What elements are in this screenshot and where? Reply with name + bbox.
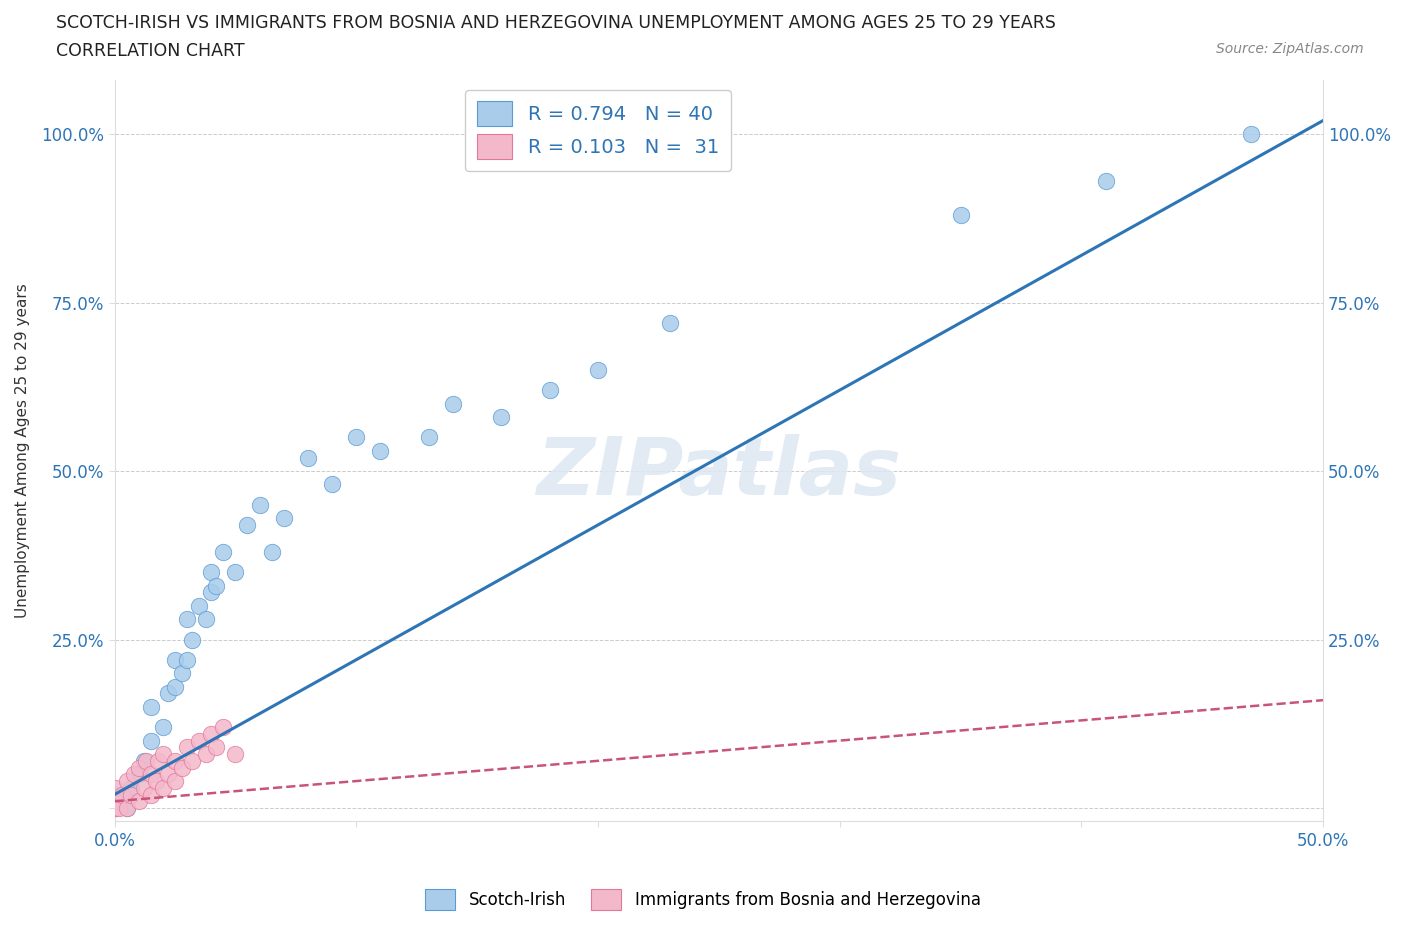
Point xyxy=(172,666,194,681)
Point xyxy=(200,585,222,600)
Point xyxy=(111,787,134,802)
Point xyxy=(128,760,150,775)
Point xyxy=(120,780,142,795)
Point xyxy=(163,652,186,667)
Point xyxy=(321,477,343,492)
Point xyxy=(128,794,150,809)
Point xyxy=(297,450,319,465)
Point xyxy=(103,787,125,802)
Point xyxy=(538,382,561,397)
Point xyxy=(176,740,198,755)
Point xyxy=(491,409,513,424)
Point xyxy=(949,207,972,222)
Point xyxy=(103,801,125,816)
Point xyxy=(172,760,194,775)
Point xyxy=(418,430,440,445)
Point xyxy=(659,315,682,330)
Point xyxy=(441,396,464,411)
Point xyxy=(139,787,162,802)
Point xyxy=(132,753,155,768)
Point xyxy=(188,733,211,748)
Point xyxy=(152,747,174,762)
Point xyxy=(344,430,367,445)
Point xyxy=(260,544,283,559)
Point xyxy=(176,652,198,667)
Point xyxy=(163,753,186,768)
Point xyxy=(273,511,295,525)
Text: CORRELATION CHART: CORRELATION CHART xyxy=(56,42,245,60)
Text: ZIPatlas: ZIPatlas xyxy=(536,434,901,512)
Point xyxy=(132,780,155,795)
Point xyxy=(180,753,202,768)
Point xyxy=(103,794,125,809)
Point xyxy=(156,686,179,701)
Point xyxy=(1239,126,1261,141)
Point xyxy=(156,767,179,782)
Point xyxy=(180,632,202,647)
Point xyxy=(200,565,222,579)
Point xyxy=(163,774,186,789)
Point xyxy=(188,598,211,613)
Point xyxy=(103,780,125,795)
Point xyxy=(195,747,218,762)
Point xyxy=(205,578,228,593)
Point xyxy=(139,767,162,782)
Point xyxy=(586,363,609,378)
Point xyxy=(224,747,246,762)
Point xyxy=(1094,174,1116,189)
Point xyxy=(120,787,142,802)
Point xyxy=(122,767,145,782)
Point xyxy=(176,612,198,627)
Point xyxy=(212,544,235,559)
Point xyxy=(163,679,186,694)
Point xyxy=(128,767,150,782)
Point xyxy=(145,774,167,789)
Point xyxy=(115,774,138,789)
Text: SCOTCH-IRISH VS IMMIGRANTS FROM BOSNIA AND HERZEGOVINA UNEMPLOYMENT AMONG AGES 2: SCOTCH-IRISH VS IMMIGRANTS FROM BOSNIA A… xyxy=(56,14,1056,32)
Point xyxy=(115,801,138,816)
Point xyxy=(236,517,259,532)
Point xyxy=(146,753,169,768)
Point xyxy=(135,753,157,768)
Legend: Scotch-Irish, Immigrants from Bosnia and Herzegovina: Scotch-Irish, Immigrants from Bosnia and… xyxy=(419,883,987,917)
Text: Source: ZipAtlas.com: Source: ZipAtlas.com xyxy=(1216,42,1364,56)
Y-axis label: Unemployment Among Ages 25 to 29 years: Unemployment Among Ages 25 to 29 years xyxy=(15,284,30,618)
Point xyxy=(115,801,138,816)
Point xyxy=(205,740,228,755)
Point xyxy=(195,612,218,627)
Point xyxy=(139,699,162,714)
Point xyxy=(108,801,131,816)
Point xyxy=(212,720,235,735)
Point xyxy=(103,801,125,816)
Point xyxy=(224,565,246,579)
Point xyxy=(139,733,162,748)
Legend: R = 0.794   N = 40, R = 0.103   N =  31: R = 0.794 N = 40, R = 0.103 N = 31 xyxy=(465,90,731,171)
Point xyxy=(152,720,174,735)
Point xyxy=(200,726,222,741)
Point xyxy=(152,780,174,795)
Point xyxy=(249,498,271,512)
Point xyxy=(370,444,392,458)
